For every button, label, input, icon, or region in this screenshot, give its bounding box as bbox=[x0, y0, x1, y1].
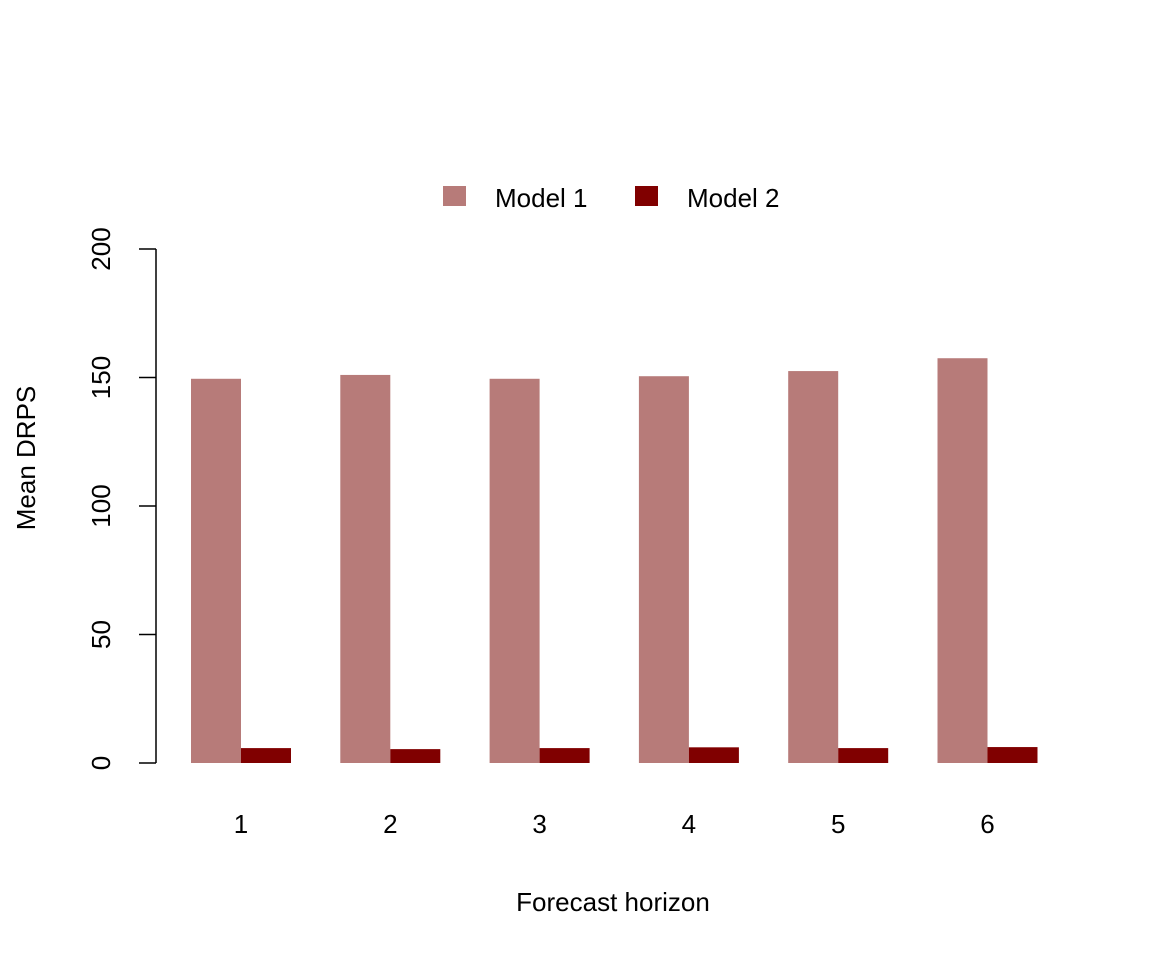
x-axis-label: Forecast horizon bbox=[516, 887, 710, 917]
bar-series-1-horizon-3 bbox=[489, 378, 540, 763]
y-tick-label: 100 bbox=[86, 484, 116, 527]
y-axis-label: Mean DRPS bbox=[11, 386, 41, 531]
x-tick-label: 6 bbox=[980, 809, 994, 839]
y-axis: 0 50 100 150 200 bbox=[86, 227, 157, 770]
legend-swatch-model-1 bbox=[443, 186, 466, 206]
x-tick-label: 2 bbox=[383, 809, 397, 839]
legend-label-model-2: Model 2 bbox=[687, 183, 780, 213]
y-tick-label: 150 bbox=[86, 356, 116, 399]
x-tick-label: 3 bbox=[532, 809, 546, 839]
legend: Model 1 Model 2 bbox=[443, 183, 780, 213]
bar-series-1-horizon-5 bbox=[788, 371, 839, 763]
bars bbox=[191, 358, 1038, 763]
bar-series-2-horizon-6 bbox=[987, 747, 1038, 763]
legend-swatch-model-2 bbox=[635, 186, 658, 206]
x-tick-label: 4 bbox=[682, 809, 696, 839]
bar-series-1-horizon-6 bbox=[937, 358, 988, 763]
bar-series-1-horizon-4 bbox=[638, 376, 689, 763]
x-tick-label: 5 bbox=[831, 809, 845, 839]
y-tick-label: 0 bbox=[86, 756, 116, 770]
bar-series-1-horizon-2 bbox=[340, 374, 391, 763]
legend-label-model-1: Model 1 bbox=[495, 183, 588, 213]
bar-series-2-horizon-4 bbox=[688, 747, 739, 763]
bar-series-1-horizon-1 bbox=[191, 378, 241, 763]
y-ticks: 0 50 100 150 200 bbox=[86, 227, 156, 770]
x-tick-label: 1 bbox=[234, 809, 248, 839]
y-tick-label: 200 bbox=[86, 227, 116, 270]
bar-series-2-horizon-5 bbox=[838, 748, 889, 763]
bar-series-2-horizon-2 bbox=[390, 749, 441, 763]
bar-series-2-horizon-1 bbox=[241, 748, 291, 763]
bar-series-2-horizon-3 bbox=[539, 748, 590, 763]
y-tick-label: 50 bbox=[86, 620, 116, 649]
x-tick-labels: 1 2 3 4 5 6 bbox=[234, 809, 995, 839]
